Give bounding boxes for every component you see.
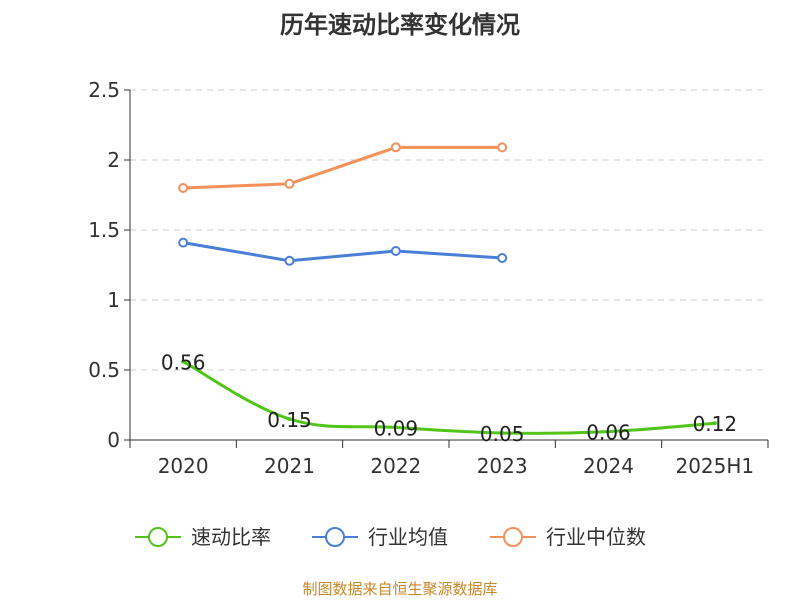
y-tick-label: 0 (107, 428, 120, 452)
series-point-2 (178, 183, 189, 193)
legend-marker (503, 527, 523, 547)
legend-item-2[interactable]: 行业中位数 (490, 525, 646, 549)
series-point-0 (287, 417, 292, 421)
legend[interactable]: 速动比率 行业均值 行业中位数 (135, 525, 646, 549)
legend-marker (148, 527, 168, 547)
x-tick-label: 2020 (158, 454, 209, 478)
series-point-1 (178, 237, 189, 248)
series-point-2 (497, 142, 508, 153)
data-label: 0.56 (161, 351, 206, 375)
series-point-0 (500, 431, 505, 435)
series-point-0 (712, 421, 717, 426)
x-tick-label: 2023 (477, 454, 528, 478)
data-label: 0.12 (693, 412, 738, 436)
series-line-1 (181, 241, 504, 263)
series-line-0 (181, 360, 717, 435)
grid (130, 89, 768, 371)
series-point-0 (181, 359, 186, 364)
x-tick-label: 2024 (583, 454, 634, 478)
axes: 0 0.5 1 1.5 2 2.5 2020 2021 2022 2023 2024 2025H1 (88, 78, 769, 478)
series-point-2 (284, 178, 295, 189)
series-point-0 (393, 425, 398, 430)
series-layer (178, 142, 717, 435)
legend-item-0[interactable]: 速动比率 (135, 525, 271, 549)
series-point-1 (390, 246, 401, 256)
x-tick-label: 2021 (264, 454, 315, 478)
data-label: 0.15 (267, 408, 312, 432)
y-tick-label: 1.5 (88, 218, 120, 242)
data-labels: 0.56 0.15 0.09 0.05 0.06 0.12 (161, 351, 737, 446)
y-tick-label: 0.5 (88, 358, 120, 382)
y-tick-label: 2 (107, 148, 120, 172)
series-point-2 (390, 142, 401, 153)
series-line-2 (181, 145, 504, 190)
data-label: 0.06 (586, 421, 631, 445)
y-tick-label: 2.5 (88, 78, 120, 102)
legend-label: 速动比率 (191, 525, 271, 549)
x-tick-label: 2025H1 (675, 454, 754, 478)
data-label: 0.05 (480, 422, 525, 446)
series-point-0 (606, 429, 611, 434)
y-tick-label: 1 (107, 288, 120, 312)
series-point-1 (284, 255, 295, 266)
legend-label: 行业均值 (368, 525, 448, 549)
legend-label: 行业中位数 (546, 525, 646, 549)
data-label: 0.09 (374, 416, 419, 440)
chart-title: 历年速动比率变化情况 (280, 11, 520, 39)
legend-item-1[interactable]: 行业均值 (312, 525, 448, 549)
series-point-1 (497, 253, 508, 263)
source-note: 制图数据来自恒生聚源数据库 (302, 580, 497, 598)
legend-marker (325, 527, 345, 547)
x-tick-label: 2022 (370, 454, 421, 478)
